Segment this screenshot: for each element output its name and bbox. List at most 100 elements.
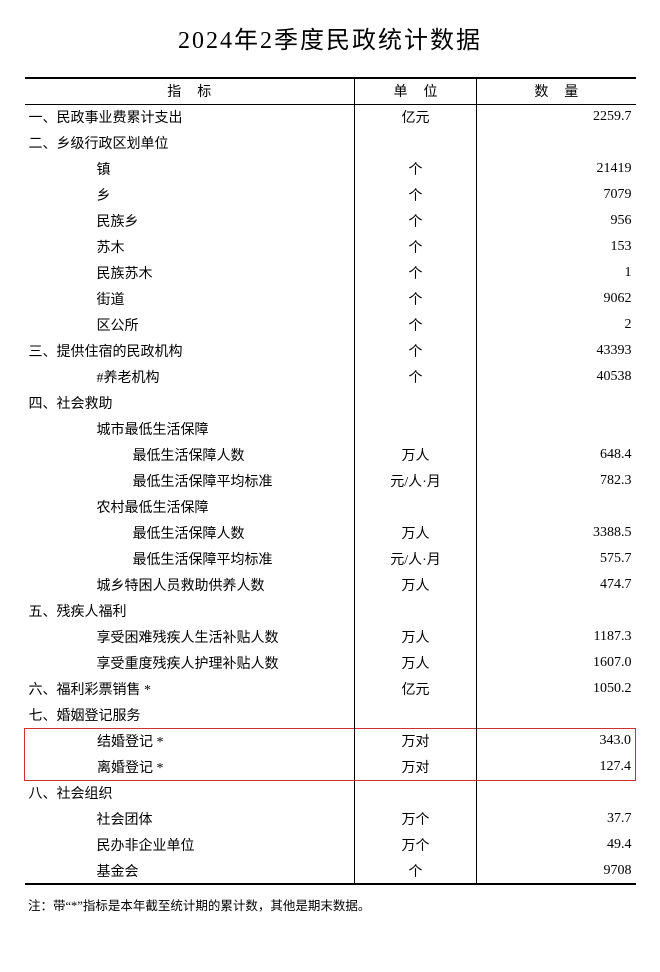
table-body: 一、民政事业费累计支出亿元2259.7二、乡级行政区划单位镇个21419乡个70… xyxy=(25,104,636,884)
cell-indicator: 六、福利彩票销售 * xyxy=(25,676,355,702)
table-row: 享受困难残疾人生活补贴人数万人1187.3 xyxy=(25,624,636,650)
cell-value: 37.7 xyxy=(477,806,636,832)
cell-indicator: 四、社会救助 xyxy=(25,390,355,416)
cell-indicator: 离婚登记 * xyxy=(25,754,355,780)
cell-unit: 个 xyxy=(354,286,476,312)
cell-indicator: 最低生活保障人数 xyxy=(25,442,355,468)
cell-value: 474.7 xyxy=(477,572,636,598)
cell-indicator: 一、民政事业费累计支出 xyxy=(25,104,355,130)
table-header-row: 指标 单位 数量 xyxy=(25,78,636,104)
cell-indicator: 结婚登记 * xyxy=(25,728,355,754)
table-row: 最低生活保障平均标准元/人·月575.7 xyxy=(25,546,636,572)
header-indicator: 指标 xyxy=(25,78,355,104)
table-row: 最低生活保障人数万人648.4 xyxy=(25,442,636,468)
table-row: 民族苏木个1 xyxy=(25,260,636,286)
cell-indicator: 最低生活保障平均标准 xyxy=(25,468,355,494)
cell-unit: 万人 xyxy=(354,442,476,468)
cell-unit: 万人 xyxy=(354,520,476,546)
cell-value: 7079 xyxy=(477,182,636,208)
footnote: 注：带“*”指标是本年截至统计期的累计数，其他是期末数据。 xyxy=(24,895,636,914)
cell-unit: 个 xyxy=(354,156,476,182)
table-row: 民族乡个956 xyxy=(25,208,636,234)
cell-indicator: 区公所 xyxy=(25,312,355,338)
cell-indicator: 享受困难残疾人生活补贴人数 xyxy=(25,624,355,650)
cell-unit: 元/人·月 xyxy=(354,546,476,572)
cell-unit xyxy=(354,494,476,520)
cell-unit xyxy=(354,598,476,624)
cell-unit: 个 xyxy=(354,182,476,208)
table-row: 结婚登记 *万对343.0 xyxy=(25,728,636,754)
cell-unit xyxy=(354,416,476,442)
cell-unit: 个 xyxy=(354,312,476,338)
cell-value xyxy=(477,598,636,624)
cell-indicator: 民办非企业单位 xyxy=(25,832,355,858)
cell-value: 782.3 xyxy=(477,468,636,494)
cell-value: 956 xyxy=(477,208,636,234)
table-row: 五、残疾人福利 xyxy=(25,598,636,624)
table-row: 社会团体万个37.7 xyxy=(25,806,636,832)
table-row: 农村最低生活保障 xyxy=(25,494,636,520)
cell-value: 153 xyxy=(477,234,636,260)
cell-unit: 万人 xyxy=(354,572,476,598)
table-row: 二、乡级行政区划单位 xyxy=(25,130,636,156)
cell-value: 1050.2 xyxy=(477,676,636,702)
header-unit: 单位 xyxy=(354,78,476,104)
cell-unit: 个 xyxy=(354,260,476,286)
table-row: 最低生活保障人数万人3388.5 xyxy=(25,520,636,546)
cell-indicator: 二、乡级行政区划单位 xyxy=(25,130,355,156)
cell-value: 1187.3 xyxy=(477,624,636,650)
cell-unit xyxy=(354,702,476,728)
cell-value: 3388.5 xyxy=(477,520,636,546)
table-row: 一、民政事业费累计支出亿元2259.7 xyxy=(25,104,636,130)
cell-value: 1 xyxy=(477,260,636,286)
cell-value: 648.4 xyxy=(477,442,636,468)
cell-indicator: 八、社会组织 xyxy=(25,780,355,806)
cell-indicator: 最低生活保障人数 xyxy=(25,520,355,546)
cell-value xyxy=(477,494,636,520)
cell-indicator: 最低生活保障平均标准 xyxy=(25,546,355,572)
table-row: 民办非企业单位万个49.4 xyxy=(25,832,636,858)
cell-value xyxy=(477,390,636,416)
cell-indicator: 街道 xyxy=(25,286,355,312)
cell-indicator: 城市最低生活保障 xyxy=(25,416,355,442)
cell-value: 575.7 xyxy=(477,546,636,572)
cell-unit: 亿元 xyxy=(354,676,476,702)
cell-unit: 元/人·月 xyxy=(354,468,476,494)
cell-indicator: 享受重度残疾人护理补贴人数 xyxy=(25,650,355,676)
cell-value: 343.0 xyxy=(477,728,636,754)
cell-value xyxy=(477,130,636,156)
table-row: 六、福利彩票销售 *亿元1050.2 xyxy=(25,676,636,702)
page: 2024年2季度民政统计数据 指标 单位 数量 一、民政事业费累计支出亿元225… xyxy=(0,0,660,922)
cell-unit: 万个 xyxy=(354,806,476,832)
table-row: 三、提供住宿的民政机构个43393 xyxy=(25,338,636,364)
table-row: 街道个9062 xyxy=(25,286,636,312)
cell-indicator: 民族苏木 xyxy=(25,260,355,286)
header-value: 数量 xyxy=(477,78,636,104)
cell-indicator: 基金会 xyxy=(25,858,355,884)
table-row: 基金会个9708 xyxy=(25,858,636,884)
cell-unit: 万对 xyxy=(354,754,476,780)
cell-indicator: 社会团体 xyxy=(25,806,355,832)
cell-unit: 个 xyxy=(354,364,476,390)
cell-unit: 亿元 xyxy=(354,104,476,130)
cell-value: 9062 xyxy=(477,286,636,312)
table-row: #养老机构个40538 xyxy=(25,364,636,390)
table-row: 七、婚姻登记服务 xyxy=(25,702,636,728)
table-row: 享受重度残疾人护理补贴人数万人1607.0 xyxy=(25,650,636,676)
table-row: 区公所个2 xyxy=(25,312,636,338)
cell-unit: 万人 xyxy=(354,650,476,676)
cell-indicator: 七、婚姻登记服务 xyxy=(25,702,355,728)
page-title: 2024年2季度民政统计数据 xyxy=(24,20,636,55)
cell-unit: 个 xyxy=(354,858,476,884)
cell-value: 40538 xyxy=(477,364,636,390)
table-row: 乡个7079 xyxy=(25,182,636,208)
stats-table: 指标 单位 数量 一、民政事业费累计支出亿元2259.7二、乡级行政区划单位镇个… xyxy=(24,77,636,885)
cell-value xyxy=(477,702,636,728)
cell-value xyxy=(477,416,636,442)
cell-value: 9708 xyxy=(477,858,636,884)
cell-indicator: 乡 xyxy=(25,182,355,208)
cell-value: 127.4 xyxy=(477,754,636,780)
cell-unit: 个 xyxy=(354,234,476,260)
cell-unit: 个 xyxy=(354,338,476,364)
cell-indicator: 苏木 xyxy=(25,234,355,260)
